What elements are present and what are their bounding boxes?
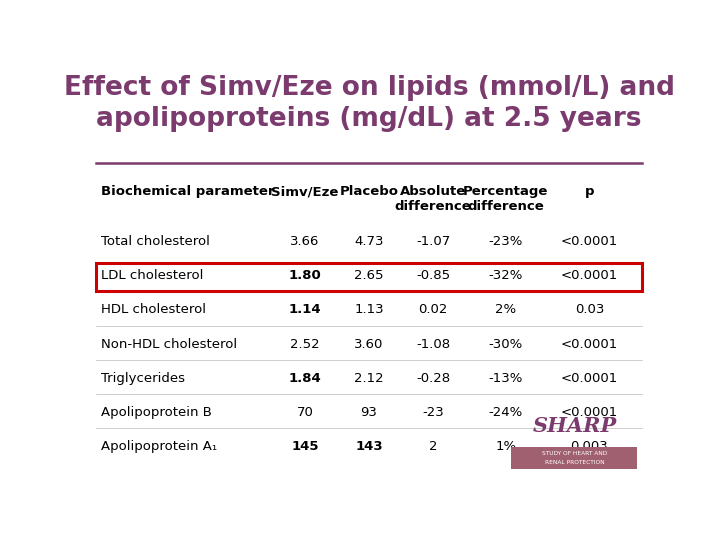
Text: Simv/Eze: Simv/Eze <box>271 185 338 198</box>
Text: 0.003: 0.003 <box>570 440 608 453</box>
Text: <0.0001: <0.0001 <box>561 269 618 282</box>
Text: 1.80: 1.80 <box>289 269 321 282</box>
Text: 2.12: 2.12 <box>354 372 384 384</box>
Text: -0.28: -0.28 <box>416 372 450 384</box>
Text: 2.52: 2.52 <box>290 338 320 350</box>
Text: 0.02: 0.02 <box>418 303 448 316</box>
Text: -23%: -23% <box>489 235 523 248</box>
FancyBboxPatch shape <box>511 447 637 469</box>
Text: 2: 2 <box>429 440 438 453</box>
Text: HDL cholesterol: HDL cholesterol <box>101 303 206 316</box>
Text: Absolute
difference: Absolute difference <box>395 185 472 213</box>
Text: Effect of Simv/Eze on lipids (mmol/L) and
apolipoproteins (mg/dL) at 2.5 years: Effect of Simv/Eze on lipids (mmol/L) an… <box>63 75 675 132</box>
Text: 2.65: 2.65 <box>354 269 384 282</box>
Text: 1.14: 1.14 <box>289 303 321 316</box>
Text: 145: 145 <box>291 440 318 453</box>
Text: <0.0001: <0.0001 <box>561 338 618 350</box>
Text: SHARP: SHARP <box>532 416 616 436</box>
Text: -32%: -32% <box>489 269 523 282</box>
Text: Placebo: Placebo <box>340 185 398 198</box>
Text: LDL cholesterol: LDL cholesterol <box>101 269 204 282</box>
Text: -0.85: -0.85 <box>416 269 450 282</box>
Text: -1.08: -1.08 <box>416 338 450 350</box>
Text: 3.66: 3.66 <box>290 235 320 248</box>
Text: -24%: -24% <box>489 406 523 419</box>
Text: p: p <box>585 185 594 198</box>
Text: Non-HDL cholesterol: Non-HDL cholesterol <box>101 338 238 350</box>
Text: STUDY OF HEART AND: STUDY OF HEART AND <box>541 451 607 456</box>
Text: 3.60: 3.60 <box>354 338 384 350</box>
Text: RENAL PROTECTION: RENAL PROTECTION <box>544 460 604 465</box>
Text: 1%: 1% <box>495 440 516 453</box>
Text: Biochemical parameter: Biochemical parameter <box>101 185 274 198</box>
Text: 4.73: 4.73 <box>354 235 384 248</box>
Text: 2%: 2% <box>495 303 516 316</box>
Text: Total cholesterol: Total cholesterol <box>101 235 210 248</box>
Text: 0.03: 0.03 <box>575 303 604 316</box>
Text: -23: -23 <box>423 406 444 419</box>
Text: 1.13: 1.13 <box>354 303 384 316</box>
Text: <0.0001: <0.0001 <box>561 372 618 384</box>
Text: <0.0001: <0.0001 <box>561 235 618 248</box>
Text: 143: 143 <box>355 440 383 453</box>
Text: 70: 70 <box>297 406 313 419</box>
Text: Apolipoprotein B: Apolipoprotein B <box>101 406 212 419</box>
Text: -1.07: -1.07 <box>416 235 450 248</box>
Text: Triglycerides: Triglycerides <box>101 372 185 384</box>
Text: -13%: -13% <box>489 372 523 384</box>
Text: 93: 93 <box>361 406 377 419</box>
Text: <0.0001: <0.0001 <box>561 406 618 419</box>
Text: 1.84: 1.84 <box>289 372 321 384</box>
Text: Apolipoprotein A₁: Apolipoprotein A₁ <box>101 440 217 453</box>
Text: Percentage
difference: Percentage difference <box>463 185 549 213</box>
Text: -30%: -30% <box>489 338 523 350</box>
